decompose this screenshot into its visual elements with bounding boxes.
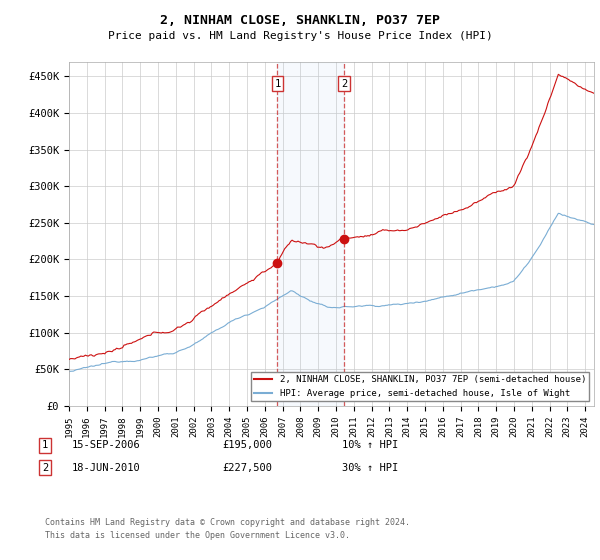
Text: 15-SEP-2006: 15-SEP-2006 <box>72 440 141 450</box>
Text: £227,500: £227,500 <box>222 463 272 473</box>
Text: 1: 1 <box>274 78 281 88</box>
Text: Contains HM Land Registry data © Crown copyright and database right 2024.
This d: Contains HM Land Registry data © Crown c… <box>45 519 410 540</box>
Legend: 2, NINHAM CLOSE, SHANKLIN, PO37 7EP (semi-detached house), HPI: Average price, s: 2, NINHAM CLOSE, SHANKLIN, PO37 7EP (sem… <box>251 372 589 402</box>
Bar <box>277 62 344 406</box>
Text: Price paid vs. HM Land Registry's House Price Index (HPI): Price paid vs. HM Land Registry's House … <box>107 31 493 41</box>
Text: 2, NINHAM CLOSE, SHANKLIN, PO37 7EP: 2, NINHAM CLOSE, SHANKLIN, PO37 7EP <box>160 14 440 27</box>
Text: 18-JUN-2010: 18-JUN-2010 <box>72 463 141 473</box>
Text: 2: 2 <box>42 463 48 473</box>
Text: 1: 1 <box>42 440 48 450</box>
Text: 2: 2 <box>341 78 347 88</box>
Text: 30% ↑ HPI: 30% ↑ HPI <box>342 463 398 473</box>
Text: 10% ↑ HPI: 10% ↑ HPI <box>342 440 398 450</box>
Text: £195,000: £195,000 <box>222 440 272 450</box>
